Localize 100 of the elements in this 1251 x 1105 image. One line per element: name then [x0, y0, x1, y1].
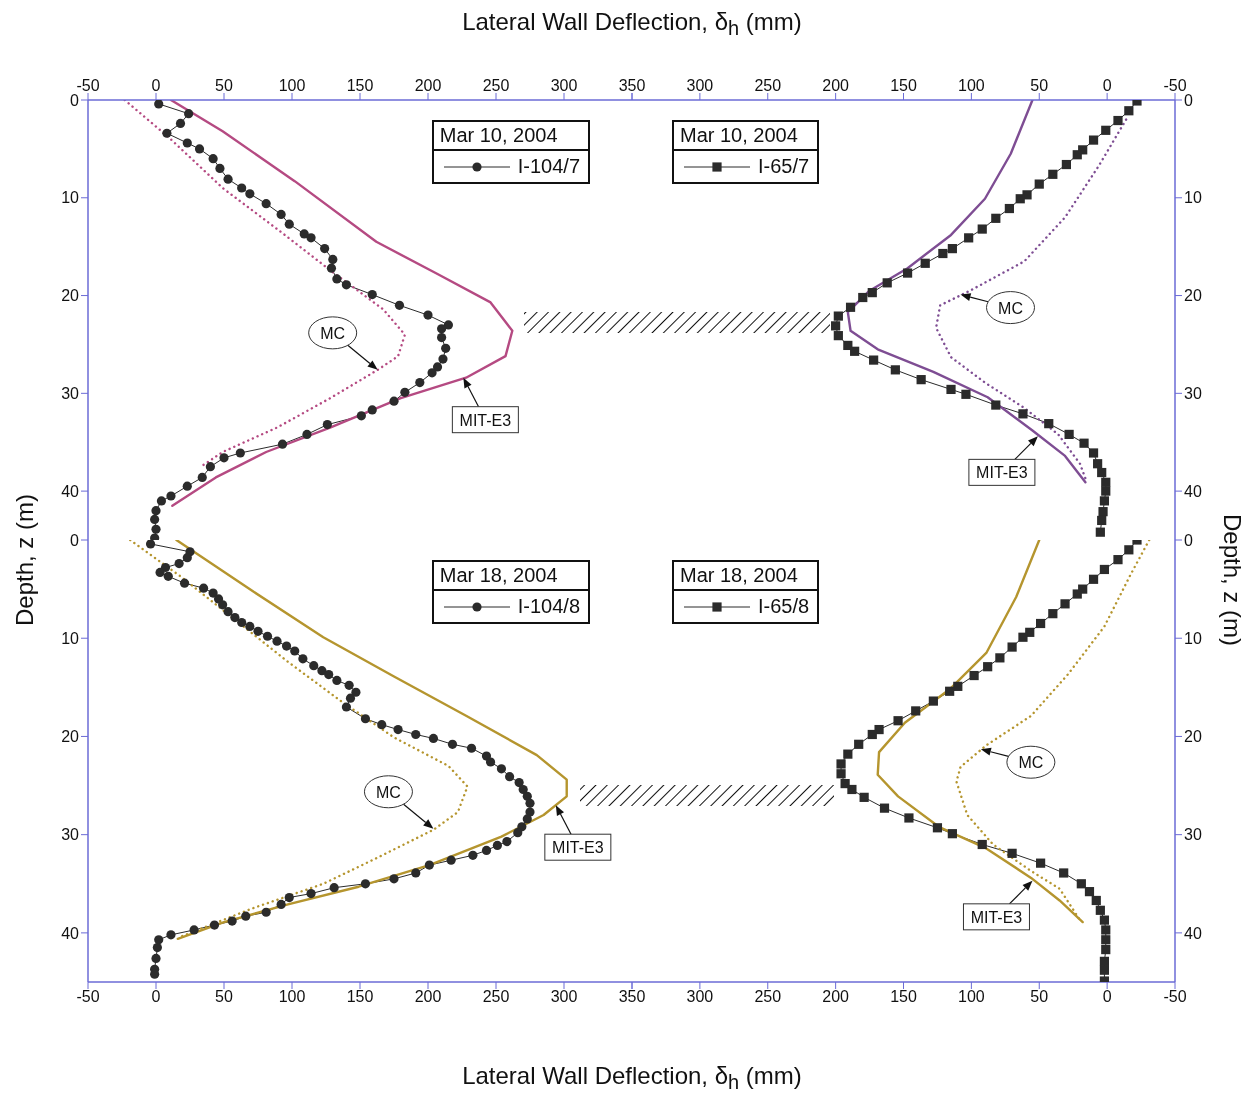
y-tick-label: 10 [61, 629, 80, 647]
point [893, 716, 903, 726]
point [423, 310, 433, 320]
point [1072, 150, 1082, 160]
legend-title: Mar 10, 2004 [433, 122, 588, 151]
point [1097, 467, 1107, 478]
point [245, 189, 255, 199]
point [1097, 515, 1107, 526]
point [441, 343, 451, 353]
point [1088, 448, 1099, 458]
point [1044, 419, 1054, 429]
point [332, 274, 342, 284]
point [394, 300, 405, 310]
point [237, 183, 247, 193]
point [904, 813, 914, 823]
point [427, 368, 437, 378]
point [1101, 477, 1111, 487]
y-tick-label: 30 [1184, 385, 1202, 403]
point [1095, 905, 1105, 915]
point [443, 320, 453, 330]
y-tick-label: 10 [1184, 629, 1202, 647]
x-axis-title: Lateral Wall Deflection, δ$_{h}$ (mm) [462, 1061, 802, 1095]
y-tick-label: 20 [1184, 287, 1202, 305]
point [389, 396, 399, 406]
annotation: MC [375, 783, 401, 801]
x-tick-label: 0 [1102, 77, 1112, 94]
point [847, 784, 857, 795]
point [437, 333, 447, 343]
point [850, 346, 860, 356]
x-tick-label: 200 [822, 988, 850, 1006]
line-series [169, 100, 514, 507]
y-tick-label: 30 [1184, 826, 1202, 844]
point [1004, 203, 1014, 214]
point [831, 321, 841, 331]
x-tick-label: 50 [1030, 988, 1049, 1006]
point [175, 118, 186, 129]
x-tick-label: 350 [618, 988, 646, 1006]
point [367, 289, 377, 300]
legend-title: Mar 18, 2004 [674, 562, 818, 591]
point [438, 354, 448, 364]
point [1099, 915, 1110, 925]
point [1099, 496, 1110, 506]
point [1091, 895, 1101, 906]
point [235, 448, 245, 458]
y-tick-label: 0 [70, 91, 80, 109]
point [1093, 459, 1103, 469]
legend-title: Mar 10, 2004 [674, 122, 818, 151]
x-tick-label: 100 [958, 988, 985, 1006]
x-tick-label: 0 [151, 988, 161, 1006]
point [197, 472, 207, 483]
x-tick-label: 250 [754, 77, 782, 94]
x-tick-label: -50 [76, 988, 100, 1006]
x-tick-label: -50 [1163, 77, 1187, 94]
x-tick-label: 150 [890, 77, 917, 94]
point [1124, 545, 1134, 555]
x-tick-label: 100 [278, 988, 306, 1006]
point [938, 248, 948, 259]
point [1101, 935, 1111, 945]
point [1079, 438, 1089, 448]
point [969, 670, 979, 681]
y-axis-title: Depth, z (m) [11, 493, 39, 627]
point [1101, 925, 1111, 935]
point [961, 389, 971, 399]
point [400, 387, 410, 397]
y-tick-label: 40 [1184, 924, 1202, 942]
x-tick-label: 50 [215, 77, 233, 94]
point [223, 174, 233, 184]
x-tick-label: 0 [151, 77, 161, 94]
point [284, 219, 294, 229]
y-tick-label: 20 [1184, 728, 1202, 746]
x-tick-label: -50 [76, 77, 100, 94]
point [1061, 159, 1071, 170]
point [261, 199, 271, 209]
point [890, 365, 900, 375]
x-tick-label: 50 [215, 988, 233, 1006]
point [1034, 179, 1044, 189]
x-tick-label: 300 [550, 988, 578, 1006]
x-tick-label: 250 [754, 988, 782, 1006]
point [836, 769, 846, 779]
point [306, 233, 316, 243]
y-tick-label: 0 [1184, 531, 1193, 549]
point [166, 491, 176, 501]
point [977, 224, 987, 234]
point [432, 362, 443, 372]
point [320, 244, 330, 254]
point [1095, 527, 1105, 537]
point [219, 453, 229, 463]
x-tick-label: 300 [686, 77, 714, 94]
point [1048, 169, 1058, 179]
y-tick-label: 40 [61, 482, 80, 500]
point [854, 739, 864, 749]
x-tick-label: 200 [414, 77, 442, 94]
point [1018, 632, 1028, 642]
point [1099, 564, 1110, 575]
annotation: MC [1018, 754, 1044, 772]
point [328, 254, 338, 264]
point [947, 244, 957, 254]
point [1064, 429, 1074, 439]
point [415, 377, 425, 388]
annotation: MIT-E3 [552, 839, 604, 857]
